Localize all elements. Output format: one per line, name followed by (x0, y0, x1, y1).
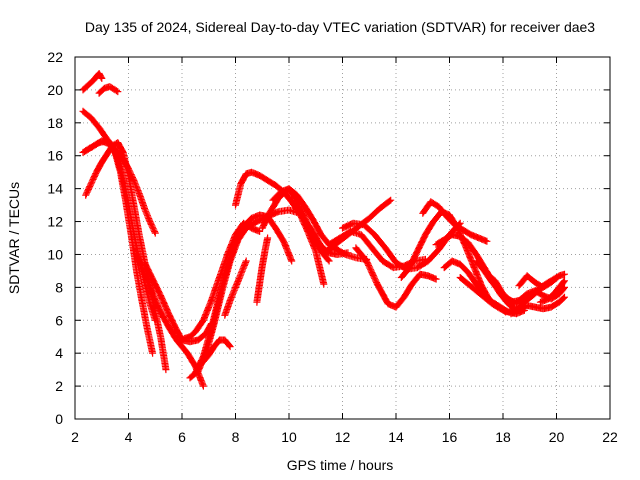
data-point-markers (352, 244, 440, 311)
series-arc-21 (352, 244, 440, 311)
data-point-markers (82, 139, 170, 374)
x-tick-label: 10 (281, 429, 297, 445)
x-tick-label: 22 (602, 429, 618, 445)
y-tick-label: 16 (47, 148, 63, 164)
y-tick-label: 14 (47, 181, 63, 197)
series-arc-30 (507, 293, 568, 318)
x-tick-label: 14 (388, 429, 404, 445)
x-tick-label: 20 (549, 429, 565, 445)
y-tick-label: 10 (47, 246, 63, 262)
y-tick-label: 18 (47, 115, 63, 131)
data-point-markers (221, 257, 250, 319)
data-point-markers (419, 198, 491, 245)
series-arc-31 (536, 277, 568, 306)
data-point-markers (95, 83, 122, 97)
series-arc-1 (79, 70, 106, 94)
y-tick-label: 8 (55, 279, 63, 295)
y-tick-label: 12 (47, 214, 63, 230)
data-point-markers (175, 219, 264, 346)
y-tick-label: 2 (55, 378, 63, 394)
x-tick-label: 8 (232, 429, 240, 445)
x-tick-label: 6 (178, 429, 186, 445)
data-point-markers (269, 185, 371, 263)
data-point-markers (82, 137, 157, 357)
series-arc-2 (95, 83, 122, 97)
y-tick-label: 20 (47, 82, 63, 98)
x-tick-label: 12 (335, 429, 351, 445)
y-tick-label: 22 (47, 49, 63, 65)
series-arc-16 (258, 186, 333, 265)
series-arc-17 (269, 185, 371, 263)
y-axis-label: SDTVAR / TECUs (6, 182, 22, 294)
x-tick-label: 16 (442, 429, 458, 445)
series-arc-14 (253, 234, 272, 306)
x-axis-label: GPS time / hours (287, 457, 394, 473)
series-arc-5 (82, 137, 157, 357)
y-tick-label: 0 (55, 411, 63, 427)
data-point-markers (253, 234, 272, 306)
y-tick-label: 4 (55, 345, 63, 361)
y-tick-label: 6 (55, 312, 63, 328)
data-point-markers (258, 186, 333, 265)
data-point-markers (79, 70, 106, 94)
series-arc-13 (221, 257, 250, 319)
data-point-markers (536, 277, 568, 306)
series-arc-10 (175, 219, 264, 346)
series-arc-6 (82, 139, 170, 374)
series-arc-29 (515, 270, 568, 291)
x-tick-label: 4 (125, 429, 133, 445)
chart-title: Day 135 of 2024, Sidereal Day-to-day VTE… (85, 19, 595, 35)
x-tick-label: 18 (495, 429, 511, 445)
data-marks (79, 70, 568, 390)
x-tick-label: 2 (71, 429, 79, 445)
data-point-markers (515, 270, 568, 291)
series-arc-23 (419, 198, 491, 245)
data-point-markers (507, 293, 568, 318)
